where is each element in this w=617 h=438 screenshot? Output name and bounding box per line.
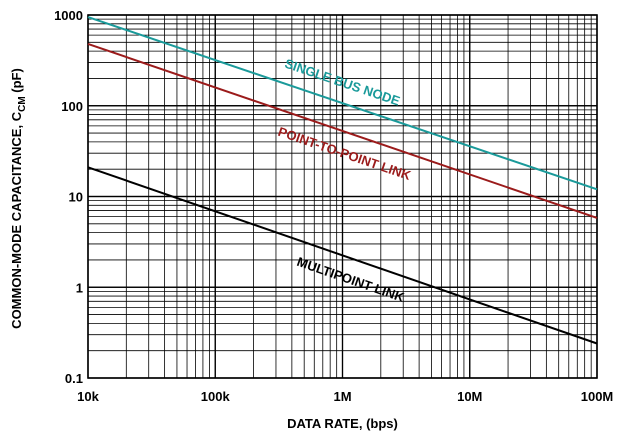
series-line-single-bus-node	[87, 16, 598, 191]
x-tick-label: 100k	[201, 389, 231, 404]
y-tick-label: 10	[69, 190, 83, 205]
series-line-multipoint-link	[87, 166, 598, 345]
series-line-point-to-point-link	[87, 42, 598, 219]
x-tick-labels: 10k 100k 1M 10M 100M	[77, 389, 613, 404]
y-tick-label: 0.1	[65, 371, 83, 386]
y-axis-label-main: COMMON-MODE CAPACITANCE, C	[9, 111, 24, 329]
plot-frame	[87, 14, 598, 379]
x-tick-label: 10k	[77, 389, 99, 404]
y-tick-label: 1	[76, 280, 83, 295]
series-label: MULTIPOINT LINK	[295, 254, 407, 305]
y-axis-label: COMMON-MODE CAPACITANCE, CCM (pF)	[9, 68, 28, 329]
x-tick-label: 1M	[333, 389, 351, 404]
x-tick-label: 10M	[457, 389, 482, 404]
x-tick-label: 100M	[581, 389, 614, 404]
y-tick-label: 100	[61, 99, 83, 114]
y-tick-labels: 1000 100 10 1 0.1	[54, 8, 83, 386]
y-axis-label-subscript: CM	[17, 96, 28, 112]
y-tick-label: 1000	[54, 8, 83, 23]
y-axis-label-unit: (pF)	[9, 68, 24, 96]
x-axis-label: DATA RATE, (bps)	[287, 416, 398, 431]
